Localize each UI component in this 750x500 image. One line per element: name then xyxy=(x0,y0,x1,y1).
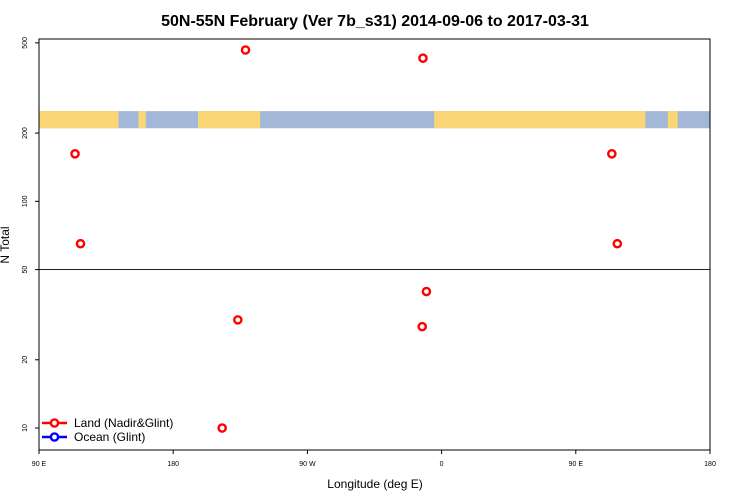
legend-marker xyxy=(49,432,60,442)
x-axis: 90 E 180 90 W 0 90 E 180 xyxy=(32,450,716,468)
land-band xyxy=(667,111,678,129)
data-point xyxy=(417,321,428,332)
y-tick-label: 10 xyxy=(22,424,29,432)
legend-marker xyxy=(49,418,60,428)
legend-label: Land (Nadir&Glint) xyxy=(74,416,173,430)
x-tick-label: 180 xyxy=(704,461,716,468)
y-axis-label: N Total xyxy=(0,226,12,263)
land-band xyxy=(138,111,146,129)
y-axis: 10 20 50 100 200 500 xyxy=(22,37,39,432)
x-tick-label: 90 E xyxy=(32,461,47,468)
legend: Land (Nadir&Glint)Ocean (Glint) xyxy=(42,416,173,444)
x-tick-label: 90 E xyxy=(569,461,584,468)
legend-label: Ocean (Glint) xyxy=(74,430,145,444)
data-point xyxy=(612,238,623,249)
x-tick-label: 180 xyxy=(167,461,179,468)
plot-frame xyxy=(38,38,711,451)
land-band xyxy=(198,111,261,129)
y-tick-label: 100 xyxy=(22,195,29,207)
data-point xyxy=(418,53,428,63)
data-point xyxy=(421,286,432,297)
y-tick-label: 50 xyxy=(22,266,29,274)
data-point xyxy=(70,149,80,159)
chart-title: 50N-55N February (Ver 7b_s31) 2014-09-06… xyxy=(161,13,589,30)
y-tick-label: 200 xyxy=(22,127,29,139)
y-tick-label: 500 xyxy=(22,37,29,49)
land-band xyxy=(434,111,646,129)
y-tick-label: 20 xyxy=(22,356,29,364)
data-points xyxy=(70,45,623,433)
data-point xyxy=(75,238,86,249)
land-ocean-strip xyxy=(39,111,710,129)
data-point xyxy=(240,45,251,55)
data-point xyxy=(607,149,617,159)
data-point xyxy=(217,423,227,433)
x-axis-label: Longitude (deg E) xyxy=(327,477,422,491)
data-point xyxy=(233,315,243,325)
x-tick-label: 90 W xyxy=(299,461,316,468)
x-tick-label: 0 xyxy=(440,461,444,468)
land-band xyxy=(39,111,119,129)
